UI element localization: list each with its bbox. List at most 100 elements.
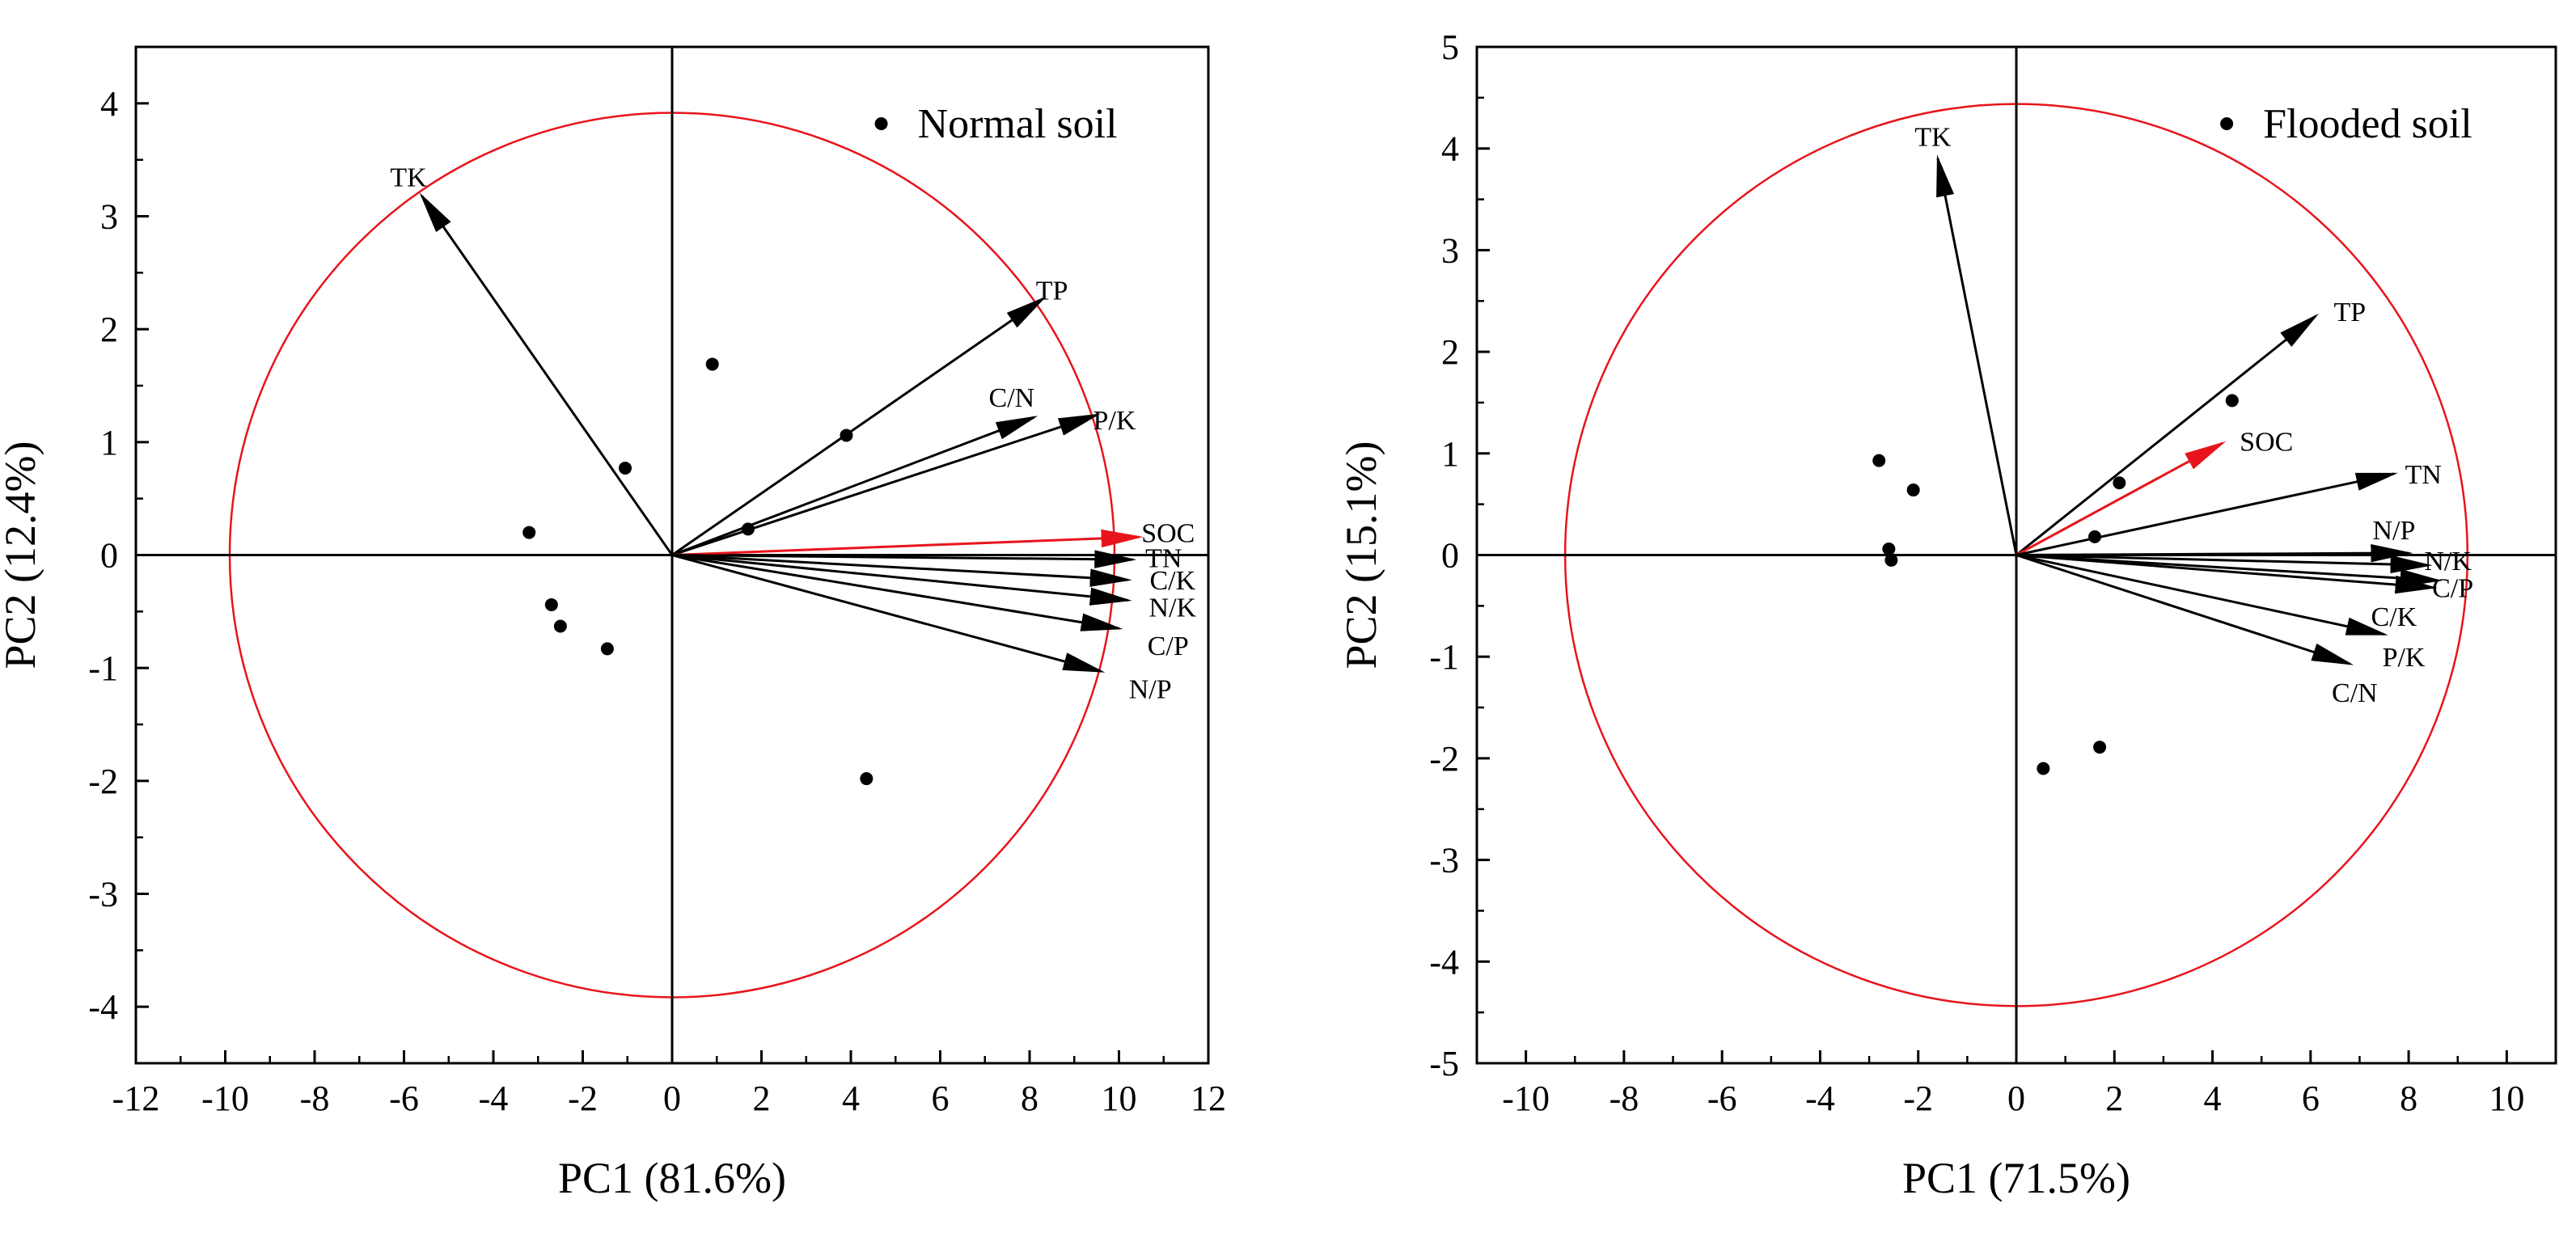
loading-tp: TP (671, 276, 1068, 556)
legend-label: Normal soil (918, 101, 1118, 147)
loading-c-p: C/P (671, 554, 1189, 661)
x-axis-title: PC1 (71.5%) (1902, 1154, 2130, 1202)
loading-label-soc: SOC (1141, 519, 1195, 549)
y-axis-title: PC2 (12.4%) (0, 441, 44, 669)
loading-arrow-n-k (671, 554, 1132, 606)
x-tick-label: -6 (389, 1079, 419, 1118)
y-tick-label: 0 (1441, 536, 1459, 576)
loading-arrow-tn (2016, 472, 2398, 556)
loading-c-n: C/N (671, 383, 1038, 556)
x-tick-label: 0 (663, 1079, 681, 1118)
loading-label-p-k: P/K (1093, 406, 1136, 436)
loading-arrow-n-k (2016, 554, 2433, 574)
y-tick-label: 4 (1441, 129, 1459, 169)
x-axis-ticks: -12 -10 -8 -6 -4 -2 0 2 4 6 8 10 12 (112, 1050, 1226, 1118)
loading-tn: TN (671, 543, 1182, 573)
x-tick-label: 12 (1191, 1079, 1226, 1118)
loading-n-p: N/P (671, 554, 1172, 704)
y-axis-ticks: -4 -3 -2 -1 0 1 2 3 4 (88, 84, 149, 1027)
loading-arrow-c-n (671, 416, 1038, 556)
x-tick-label: 10 (1102, 1079, 1137, 1118)
data-point (1872, 454, 1886, 467)
loading-vectors: TK TP SOC TN N/P N/KC/P C/K P/KC/N (1914, 123, 2473, 709)
loading-arrow-c-p (2016, 554, 2443, 588)
loading-p-k: P/K (671, 406, 1136, 556)
x-tick-label: 8 (2400, 1079, 2417, 1118)
loading-soc: SOC (2016, 428, 2293, 556)
y-tick-label: 0 (100, 536, 118, 576)
loading-label-n-k: N/K (1149, 593, 1197, 623)
loading-label-n-k: N/K (2424, 547, 2472, 576)
loading-label-tn: TN (2405, 460, 2442, 490)
loading-arrow-c-k (671, 554, 1132, 587)
loading-arrow-tp (2016, 313, 2319, 556)
loading-tk: TK (390, 163, 674, 556)
normal-soil-biplot: -12 -10 -8 -6 -4 -2 0 2 4 6 8 10 12-4-3-2-101234PC1 … (0, 45, 1226, 1202)
data-point (741, 522, 755, 536)
y-tick-label: -4 (88, 987, 118, 1027)
data-point (618, 461, 632, 475)
loading-arrow-soc (2016, 441, 2227, 556)
loading-tp: TP (2016, 298, 2366, 556)
loading-label-c-n: C/N (989, 383, 1035, 413)
loading-label-tk: TK (1914, 123, 1952, 153)
data-point (2088, 530, 2102, 543)
y-tick-label: 3 (100, 197, 118, 237)
loading-arrow-p-k (671, 413, 1101, 556)
legend-label: Flooded soil (2263, 101, 2472, 147)
loading-c-k: C/K (671, 554, 1196, 596)
loading-label-tn: TN (1145, 543, 1182, 573)
x-tick-label: 8 (1021, 1079, 1038, 1118)
loading-arrow-c-k (2016, 554, 2438, 594)
sample-points (1872, 394, 2239, 775)
x-tick-label: 4 (2204, 1079, 2222, 1118)
data-point (860, 772, 873, 786)
loading-n-p: N/P (2016, 516, 2415, 563)
loading-n-k: N/K (671, 554, 1197, 623)
loading-soc: SOC (671, 519, 1195, 556)
y-tick-label: 2 (1441, 332, 1459, 372)
data-point (840, 429, 853, 442)
loading-arrow-tk (419, 192, 674, 556)
y-tick-label: 1 (1441, 434, 1459, 474)
x-axis-title: PC1 (81.6%) (558, 1154, 786, 1202)
data-point (2037, 762, 2050, 775)
x-tick-label: 6 (932, 1079, 950, 1118)
x-tick-label: -4 (1805, 1079, 1835, 1118)
loading-label-c-k: C/K (1149, 566, 1195, 596)
y-tick-label: -1 (88, 648, 118, 688)
x-tick-label: -4 (479, 1079, 509, 1118)
loading-p-k: P/K (2016, 554, 2426, 673)
data-point (553, 619, 567, 633)
x-tick-label: 4 (842, 1079, 860, 1118)
x-tick-label: -8 (1609, 1079, 1639, 1118)
loading-tk: TK (1914, 123, 2018, 555)
loading-label-c-n: C/N (2332, 678, 2378, 708)
loading-c-n: C/N (2016, 554, 2378, 708)
y-tick-label: 5 (1441, 27, 1459, 67)
data-point (600, 642, 614, 656)
loading-label-c-p: C/P (1148, 631, 1189, 661)
data-point (2113, 476, 2126, 490)
legend-marker (2220, 117, 2234, 130)
x-tick-label: 2 (753, 1079, 771, 1118)
data-point (522, 526, 536, 539)
sample-points (522, 357, 873, 786)
loading-label-c-p: C/P (2432, 574, 2473, 604)
loading-arrow-tk (1936, 154, 2018, 555)
y-tick-label: -5 (1429, 1044, 1459, 1083)
y-tick-label: -3 (1429, 841, 1459, 880)
x-tick-label: 2 (2105, 1079, 2123, 1118)
loading-label-soc: SOC (2240, 428, 2293, 458)
data-point (2225, 394, 2239, 407)
loading-c-p: C/P (2016, 554, 2473, 604)
loading-arrow-p-k (2016, 554, 2388, 636)
y-axis-ticks: -5 -4 -3 -2 -1 0 1 2 3 4 5 (1429, 27, 1490, 1083)
loading-arrow-soc (671, 529, 1144, 556)
legend-marker (874, 117, 888, 130)
x-tick-label: -2 (1903, 1079, 1933, 1118)
loading-arrow-n-p (2016, 544, 2413, 563)
